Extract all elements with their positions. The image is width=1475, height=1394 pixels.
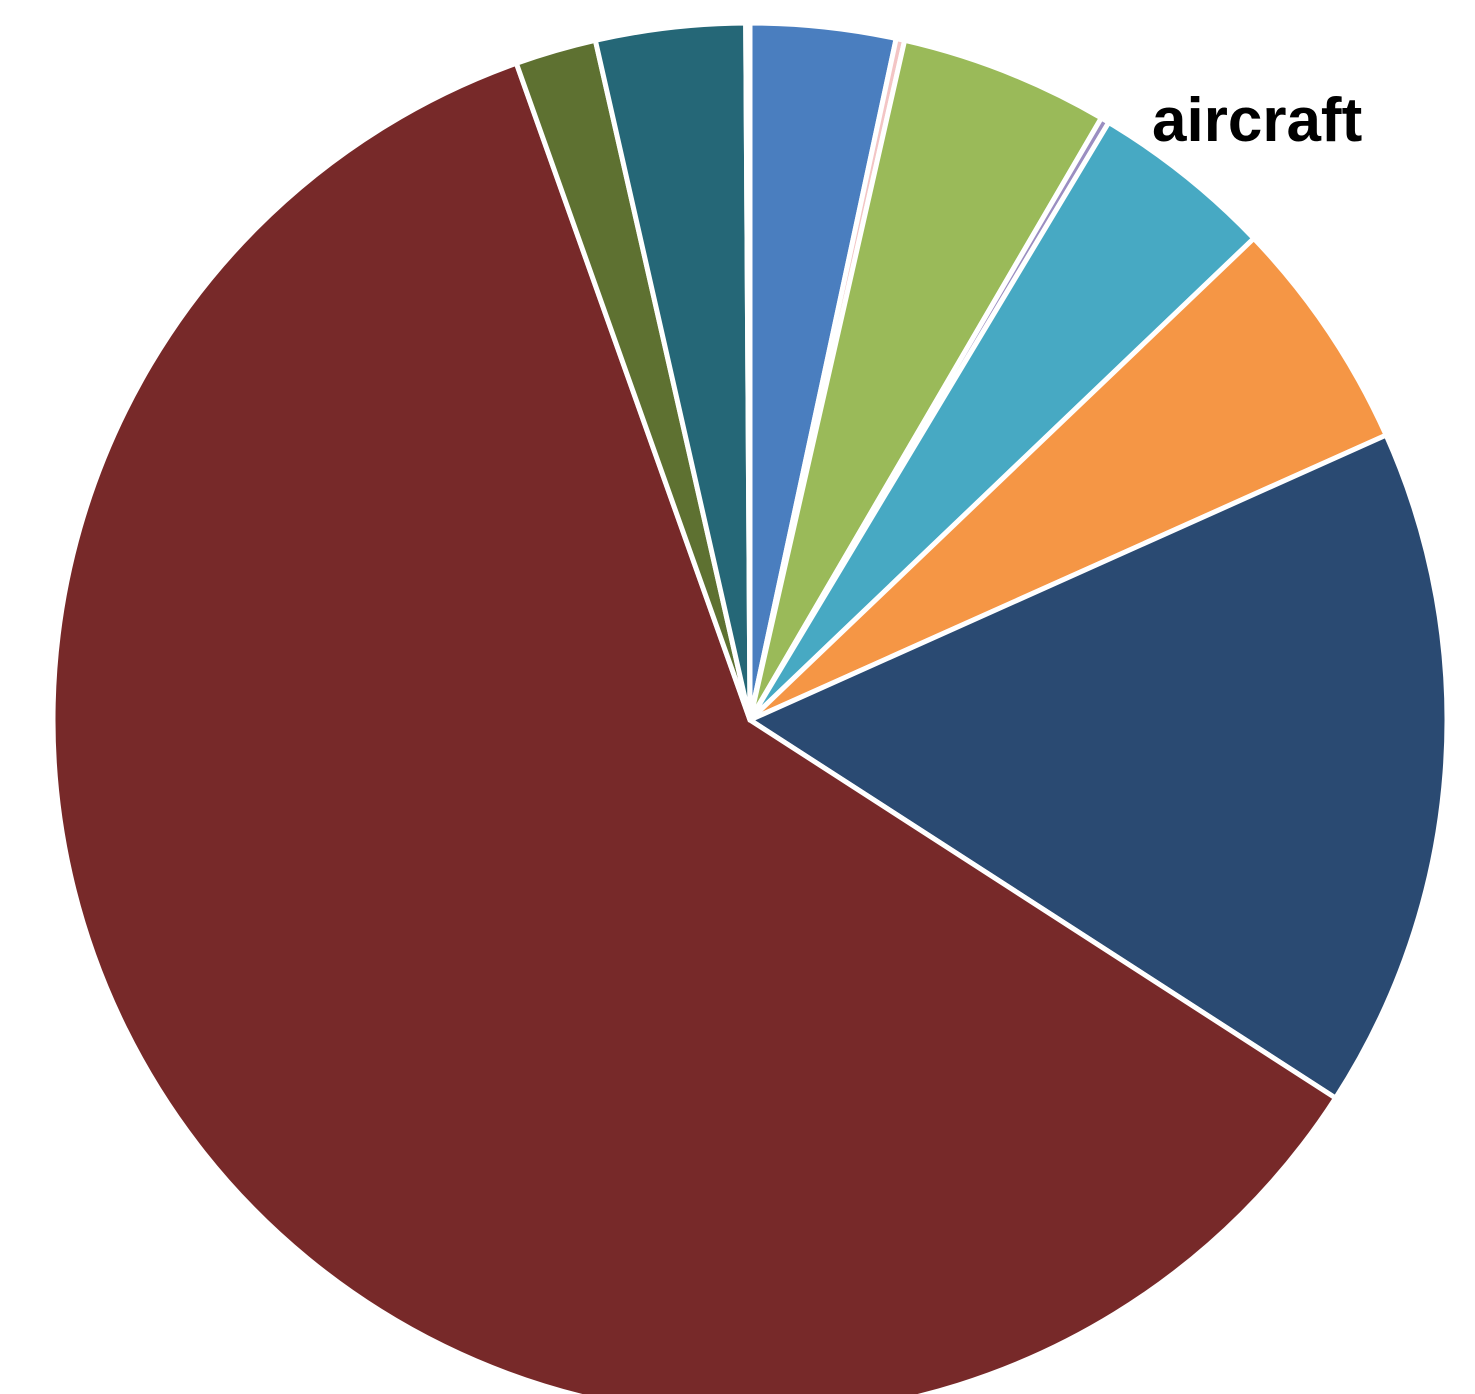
slice-label-aircraft: aircraft bbox=[1152, 86, 1362, 155]
pie-slice-8 bbox=[50, 60, 1339, 1394]
pie-slice-5 bbox=[747, 119, 1257, 723]
pie-slice-6 bbox=[747, 235, 1389, 723]
pie-slice-11 bbox=[743, 20, 753, 723]
pie-slice-3 bbox=[747, 37, 1104, 723]
pie-slices bbox=[50, 20, 1450, 1394]
pie-slice-7 bbox=[747, 432, 1450, 1101]
